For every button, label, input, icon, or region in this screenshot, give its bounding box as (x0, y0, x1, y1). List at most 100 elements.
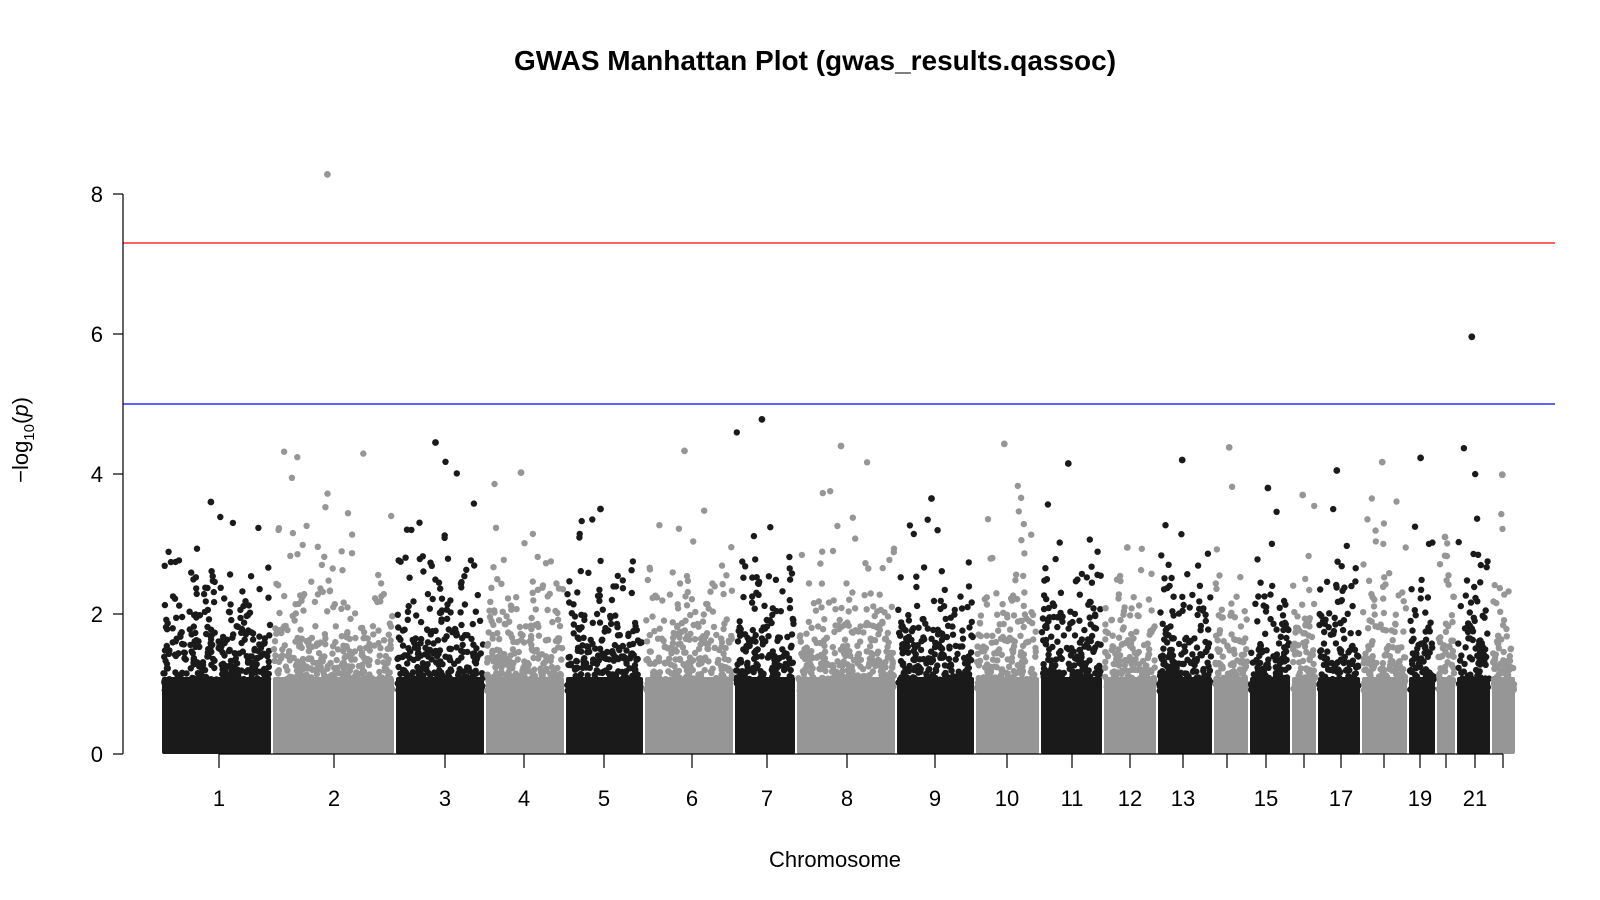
snp-point (1194, 686, 1201, 694)
snp-point (163, 665, 171, 672)
snp-point (739, 668, 746, 675)
chromosome-7-points (733, 416, 797, 754)
snp-point (1279, 685, 1287, 693)
snp-point (1426, 671, 1433, 678)
snp-point (1088, 632, 1096, 640)
snp-point (949, 623, 956, 630)
snp-point (210, 588, 217, 596)
snp-point (1456, 657, 1464, 664)
snp-point (1262, 630, 1269, 637)
snp-point (1400, 654, 1408, 661)
snp-point (1183, 675, 1190, 682)
chromosome-20-top-snp (1441, 533, 1449, 541)
snp-point (1368, 639, 1376, 646)
snp-point (1334, 558, 1341, 565)
snp-point (208, 687, 215, 695)
snp-point (1506, 653, 1514, 660)
snp-point (1502, 686, 1509, 693)
snp-point (1477, 561, 1485, 569)
snp-point (1289, 646, 1297, 653)
snp-point (377, 580, 385, 587)
snp-point (671, 673, 679, 680)
snp-point (1398, 680, 1405, 687)
snp-point (1138, 666, 1145, 673)
snp-point (210, 598, 218, 606)
snp-point (280, 448, 288, 455)
snp-point (666, 655, 673, 662)
snp-point (769, 664, 776, 671)
snp-point (1299, 601, 1306, 608)
snp-point (202, 584, 209, 591)
snp-point (554, 616, 562, 623)
snp-point (1455, 680, 1463, 687)
snp-point (281, 592, 288, 600)
snp-point (649, 613, 656, 620)
snp-point (1198, 652, 1206, 659)
snp-point (463, 566, 470, 573)
snp-point (265, 670, 272, 678)
snp-point (871, 612, 878, 620)
snp-point (1344, 610, 1351, 617)
snp-point (422, 651, 429, 658)
snp-point (1485, 675, 1493, 682)
snp-point (704, 645, 711, 652)
snp-point (1228, 609, 1235, 616)
snp-point (1494, 632, 1502, 640)
snp-point (965, 559, 972, 566)
snp-point (331, 664, 338, 672)
snp-point (577, 567, 584, 575)
snp-point (570, 601, 577, 608)
snp-point (750, 532, 758, 540)
snp-point (1337, 656, 1345, 663)
snp-point (845, 608, 852, 615)
snp-point (703, 678, 711, 686)
snp-point (1483, 564, 1490, 571)
snp-point (542, 560, 550, 567)
snp-point (1097, 668, 1104, 675)
snp-point (636, 679, 644, 686)
snp-point (831, 687, 838, 694)
snp-point (943, 633, 951, 641)
snp-point (656, 522, 663, 529)
snp-point (1267, 591, 1274, 598)
snp-point (1212, 680, 1219, 688)
snp-point (1386, 570, 1393, 577)
snp-point (1343, 542, 1351, 550)
snp-point (1303, 620, 1310, 627)
snp-point (1249, 659, 1257, 666)
snp-point (1349, 642, 1356, 650)
snp-point (660, 680, 667, 688)
snp-point (819, 489, 826, 497)
snp-point (1002, 685, 1009, 692)
snp-point (324, 608, 331, 615)
snp-point (1090, 605, 1097, 612)
snp-point (1214, 637, 1221, 644)
snp-point (1468, 656, 1476, 663)
snp-point (1492, 651, 1500, 658)
snp-point (1007, 683, 1014, 690)
snp-point (1392, 611, 1400, 618)
snp-point (473, 645, 480, 652)
snp-point (375, 571, 382, 579)
snp-point (997, 635, 1005, 642)
snp-point (1187, 637, 1194, 645)
snp-point (1012, 670, 1020, 677)
snp-point (623, 660, 630, 667)
snp-point (924, 625, 931, 632)
snp-point (571, 685, 578, 692)
snp-point (1044, 501, 1052, 508)
snp-point (1322, 616, 1329, 623)
snp-point (1267, 615, 1274, 623)
snp-point (734, 638, 742, 645)
snp-point (240, 629, 248, 636)
snp-point (1306, 656, 1313, 664)
snp-point (626, 680, 633, 687)
snp-point (195, 685, 202, 692)
snp-point (934, 527, 941, 534)
snp-point (1086, 657, 1093, 664)
snp-point (1398, 644, 1405, 651)
snp-point (445, 626, 452, 633)
snp-point (474, 653, 481, 660)
snp-point (1017, 666, 1025, 673)
snp-point (1006, 674, 1014, 682)
